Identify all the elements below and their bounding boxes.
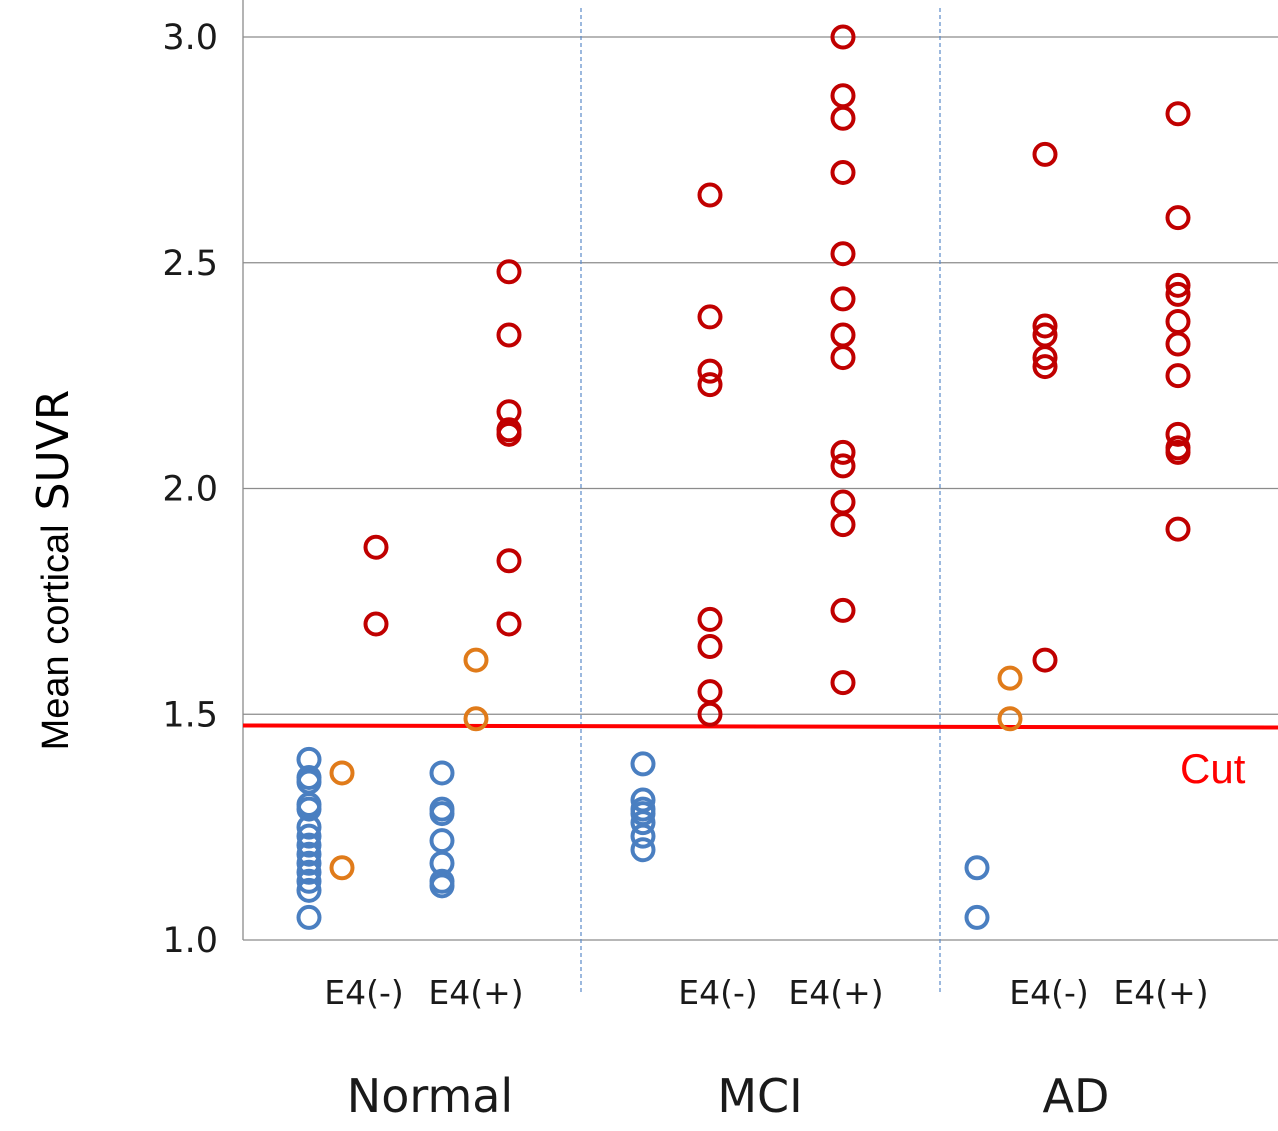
y-tick-labels: 1.0 1.5 2.0 2.5 3.0	[162, 18, 218, 961]
y-tick-label: 3.0	[162, 18, 218, 58]
data-point-red	[697, 634, 723, 660]
data-point-red	[697, 679, 723, 705]
data-point-red	[830, 453, 856, 479]
data-point-red	[697, 606, 723, 632]
data-point-red	[496, 611, 522, 637]
subgroup-label: E4(-)	[678, 973, 758, 1012]
data-point-blue	[296, 868, 322, 894]
subgroup-label: E4(-)	[324, 973, 404, 1012]
subgroup-label: E4(-)	[1009, 973, 1089, 1012]
x-labels: E4(-) E4(+) E4(-) E4(+) E4(-) E4(+) Normal MCI A…	[324, 973, 1208, 1123]
gridlines	[243, 36, 1278, 941]
data-point-orange	[329, 855, 355, 881]
data-point-blue	[296, 832, 322, 858]
y-axis-label-main: SUVR	[28, 390, 79, 511]
data-point-red	[830, 489, 856, 515]
data-point-orange	[329, 760, 355, 786]
cutoff-label: Cut	[1180, 745, 1246, 792]
data-point-blue	[630, 751, 656, 777]
data-point-blue	[964, 855, 990, 881]
y-tick-label: 2.0	[162, 470, 218, 510]
data-point-red	[830, 286, 856, 312]
data-point-blue	[429, 828, 455, 854]
data-point-red	[830, 322, 856, 348]
y-axis-label: Mean cortical SUVR	[28, 390, 79, 751]
data-point-red	[1165, 363, 1191, 389]
data-point-red	[1165, 439, 1191, 465]
data-point-red	[830, 159, 856, 185]
data-point-blue	[296, 850, 322, 876]
data-point-blue	[296, 841, 322, 867]
data-point-red	[830, 105, 856, 131]
data-point-orange	[997, 665, 1023, 691]
data-point-red	[830, 83, 856, 109]
data-points	[296, 24, 1191, 930]
data-point-red	[830, 24, 856, 50]
data-point-blue	[296, 904, 322, 930]
data-point-blue	[296, 823, 322, 849]
data-point-red	[697, 304, 723, 330]
data-point-red	[1165, 101, 1191, 127]
data-point-blue	[296, 796, 322, 822]
data-point-red	[496, 322, 522, 348]
group-label: MCI	[717, 1069, 802, 1123]
data-point-orange	[463, 706, 489, 732]
group-label: Normal	[347, 1069, 513, 1123]
data-point-red	[697, 182, 723, 208]
data-point-blue	[296, 814, 322, 840]
data-point-red	[830, 597, 856, 623]
y-tick-label: 1.0	[162, 921, 218, 961]
subgroup-label: E4(+)	[1113, 973, 1208, 1012]
cutoff-group: Cut	[242, 723, 1278, 792]
data-point-red	[1165, 205, 1191, 231]
data-point-red	[1032, 647, 1058, 673]
data-point-red	[1165, 331, 1191, 357]
data-point-red	[1165, 308, 1191, 334]
data-point-red	[363, 611, 389, 637]
data-point-red	[830, 345, 856, 371]
data-point-orange	[997, 706, 1023, 732]
y-axis-label-prefix: Mean cortical	[35, 524, 77, 750]
data-point-blue	[429, 760, 455, 786]
group-label: AD	[1043, 1069, 1110, 1123]
data-point-red	[697, 372, 723, 398]
data-point-red	[1165, 516, 1191, 542]
subgroup-label: E4(+)	[788, 973, 883, 1012]
data-point-orange	[463, 647, 489, 673]
subgroup-label: E4(+)	[428, 973, 523, 1012]
data-point-red	[697, 701, 723, 727]
data-point-red	[830, 241, 856, 267]
data-point-red	[496, 548, 522, 574]
data-point-red	[830, 670, 856, 696]
data-point-red	[496, 259, 522, 285]
data-point-blue	[964, 904, 990, 930]
data-point-red	[830, 439, 856, 465]
data-point-red	[1032, 345, 1058, 371]
data-point-red	[1032, 313, 1058, 339]
data-point-blue	[630, 823, 656, 849]
data-point-blue	[296, 859, 322, 885]
group-dividers	[580, 8, 941, 995]
data-point-red	[1165, 421, 1191, 447]
data-point-red	[1165, 281, 1191, 307]
data-point-blue	[630, 837, 656, 863]
data-point-blue	[429, 873, 455, 899]
data-point-blue	[429, 801, 455, 827]
data-point-red	[1032, 354, 1058, 380]
y-tick-label: 1.5	[162, 695, 218, 735]
data-point-red	[697, 358, 723, 384]
data-point-red	[363, 534, 389, 560]
data-point-blue	[296, 877, 322, 903]
cutoff-line	[242, 723, 1278, 730]
data-point-blue	[630, 810, 656, 836]
y-tick-label: 2.5	[162, 244, 218, 284]
data-point-red	[496, 421, 522, 447]
data-point-red	[1165, 272, 1191, 298]
data-point-red	[1032, 141, 1058, 167]
data-point-red	[830, 512, 856, 538]
